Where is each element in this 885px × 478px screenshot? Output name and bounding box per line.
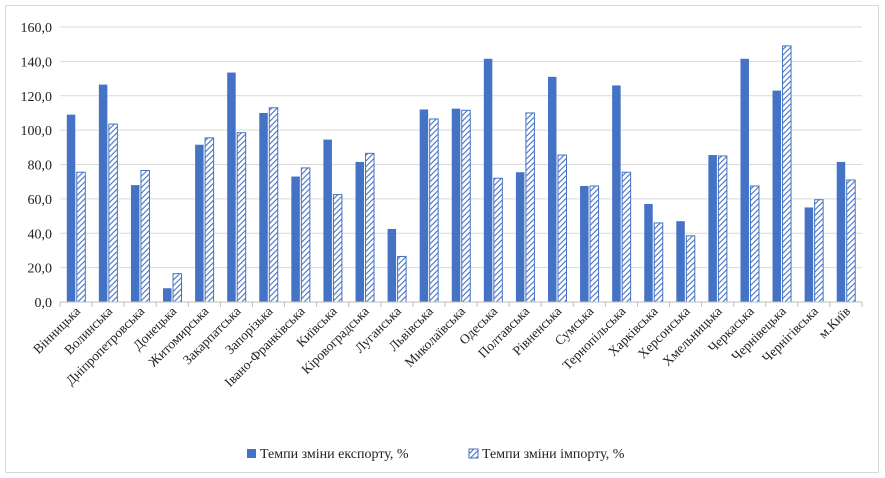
y-tick-label: 40,0	[28, 227, 53, 242]
bar-export	[515, 172, 525, 302]
bar-export	[708, 155, 717, 302]
bar-export	[547, 76, 557, 302]
bar-export	[227, 72, 236, 302]
bar-export	[98, 84, 108, 302]
legend: Темпи зміни експорту, % Темпи зміни імпо…	[247, 447, 625, 462]
bar-import	[461, 109, 471, 303]
bar-export	[451, 108, 461, 302]
bar-import	[268, 107, 279, 303]
bar-export	[804, 207, 814, 302]
legend-label-import: Темпи зміни імпорту, %	[482, 447, 625, 462]
bar-import	[76, 171, 86, 303]
bar-import	[493, 177, 503, 303]
bar-import	[365, 152, 375, 303]
bar-import	[685, 235, 696, 303]
bar-import	[429, 118, 439, 303]
bar-import	[236, 132, 247, 303]
legend-swatch-export	[247, 449, 256, 458]
bar-import	[846, 179, 856, 303]
gridlines	[60, 26, 862, 269]
bar-export	[772, 90, 782, 302]
y-tick-label: 60,0	[28, 193, 53, 208]
bar-import	[525, 112, 535, 303]
y-tick-label: 120,0	[21, 90, 53, 105]
bar-import	[589, 185, 600, 303]
bar-export	[644, 204, 653, 302]
bar-import	[782, 45, 792, 303]
y-tick-label: 100,0	[21, 124, 53, 139]
bar-export	[323, 139, 332, 302]
bar-export	[291, 176, 300, 302]
category-label: м.Київ	[815, 304, 853, 342]
bar-import	[749, 185, 760, 303]
bar-import	[204, 137, 215, 303]
bar-import	[172, 273, 183, 303]
bar-export	[66, 114, 76, 302]
chart-frame	[5, 5, 879, 473]
bar-import	[140, 170, 150, 303]
bar-export	[483, 58, 493, 302]
x-axis-category-labels: ВінницькаВолинськаДніпропетровськаДонець…	[30, 304, 853, 390]
bar-export	[676, 221, 685, 302]
bar-export	[387, 228, 397, 302]
bar-import	[300, 167, 311, 303]
y-tick-label: 0,0	[35, 296, 53, 311]
bar-import	[332, 194, 343, 303]
bar-export	[740, 58, 749, 302]
bar-import	[814, 199, 824, 303]
bar-export	[836, 161, 846, 302]
bar-import	[557, 154, 567, 303]
bar-import	[397, 255, 407, 303]
bar-import	[717, 155, 728, 303]
legend-swatch-import	[468, 448, 479, 459]
bar-import	[621, 171, 632, 303]
legend-label-export: Темпи зміни експорту, %	[260, 447, 409, 462]
y-tick-label: 80,0	[28, 159, 53, 174]
y-axis-tick-labels: 0,0 20,0 40,0 60,0 80,0 100,0 120,0 140,0 160,0	[21, 21, 53, 311]
y-tick-label: 160,0	[21, 21, 53, 36]
bars	[66, 45, 856, 303]
bar-export	[195, 144, 204, 302]
y-tick-label: 20,0	[28, 262, 53, 277]
bar-export	[259, 112, 268, 302]
bar-import	[653, 222, 664, 303]
bar-import	[108, 123, 118, 303]
bar-export	[419, 109, 429, 302]
bar-export	[130, 185, 140, 302]
y-tick-label: 140,0	[21, 55, 53, 70]
bar-export	[355, 161, 365, 302]
bar-export	[163, 288, 172, 302]
bar-export	[612, 85, 621, 302]
bar-export	[580, 185, 589, 302]
x-axis	[59, 301, 863, 307]
